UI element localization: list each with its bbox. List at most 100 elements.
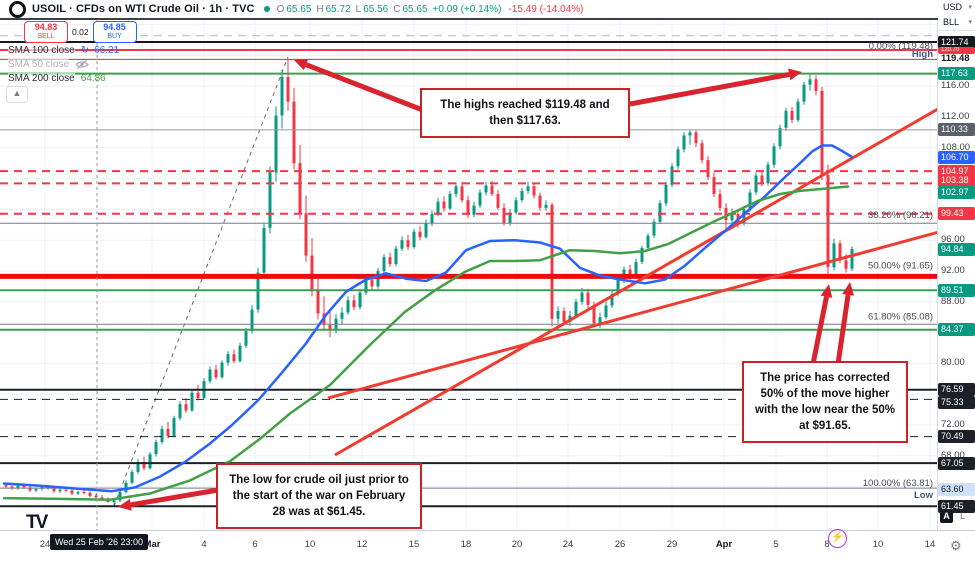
spread-value: 0.02 xyxy=(68,26,93,38)
buy-button[interactable]: 94.85 BUY xyxy=(92,21,137,43)
price-tick: 96.00 xyxy=(941,234,965,245)
price-badge: 103.38 xyxy=(938,174,975,187)
time-label: 18 xyxy=(460,539,472,550)
svg-text:61.80% (85.08): 61.80% (85.08) xyxy=(868,311,933,322)
price-badge: 89.51 xyxy=(938,284,975,297)
time-label: 26 xyxy=(614,539,626,550)
time-label: 10 xyxy=(304,539,316,550)
time-label: 20 xyxy=(511,539,523,550)
price-badge: 94.84 xyxy=(938,243,975,256)
price-tick: 108.00 xyxy=(941,142,971,153)
svg-text:High: High xyxy=(912,49,933,60)
unit-label: BLL xyxy=(943,17,960,27)
ohlc-high-value: 65.72 xyxy=(325,3,351,15)
market-status-icon xyxy=(263,6,270,12)
ohlc-open-value: 65.65 xyxy=(286,3,312,15)
sma50-label: SMA 50 close xyxy=(8,59,70,70)
price-badge: 102.97 xyxy=(938,186,975,199)
price-axis[interactable]: 116.00 112.00 108.00 96.00 92.00 88.00 80.00 72… xyxy=(938,0,975,530)
axis-scale-controls: A L xyxy=(940,510,965,523)
log-scale-button[interactable]: L xyxy=(960,511,966,522)
refresh-icon[interactable]: ↻ xyxy=(80,45,90,56)
price-tick: 116.00 xyxy=(941,80,970,91)
quick-trade-flash-icon[interactable]: ⚡ xyxy=(828,529,847,548)
price-tick: 92.00 xyxy=(941,265,965,276)
legend-row-sma200[interactable]: SMA 200 close 64.86 xyxy=(8,72,106,85)
price-badge: 117.63 xyxy=(938,67,975,80)
time-label: 8 xyxy=(824,539,830,550)
price-badge: 121.74 xyxy=(938,36,975,49)
price-badge: 84.37 xyxy=(938,323,975,336)
eye-hidden-icon[interactable] xyxy=(75,59,90,70)
symbol-title[interactable]: USOIL · CFDs on WTI Crude Oil · 1h · TVC xyxy=(32,3,255,15)
legend-row-sma100[interactable]: SMA 100 close ↻ 66.21 xyxy=(8,44,119,57)
annotation-war-low[interactable]: The low for crude oil just prior to the … xyxy=(216,463,422,530)
tradingview-logo[interactable]: TV xyxy=(26,512,48,533)
price-axis-header: USD ▾ BLL ▾ xyxy=(938,0,975,33)
sell-label: SELL xyxy=(37,33,55,40)
currency-selector[interactable]: USD ▾ xyxy=(938,0,975,15)
price-badge: 76.59 xyxy=(938,383,975,396)
broker-logo-icon xyxy=(9,0,26,18)
price-badge: 106.70 xyxy=(938,151,975,164)
svg-text:Low: Low xyxy=(914,490,934,501)
svg-text:50.00% (91.65): 50.00% (91.65) xyxy=(868,261,933,272)
chevron-down-icon: ▾ xyxy=(968,4,972,11)
price-tick: 68.00 xyxy=(941,450,965,461)
sma200-value: 64.86 xyxy=(80,73,106,84)
sma200-label: SMA 200 close xyxy=(8,73,75,84)
auto-scale-button[interactable]: A xyxy=(940,510,953,523)
price-tick: 88.00 xyxy=(941,296,965,307)
secondary-change-value: -15.49 (-14.04%) xyxy=(508,3,584,15)
ma-line xyxy=(2,144,854,493)
ohlc-open-label: O xyxy=(276,3,285,15)
sell-price: 94.83 xyxy=(34,22,58,32)
annotation-retracement[interactable]: The price has corrected 50% of the move … xyxy=(742,361,908,444)
price-tick: 80.00 xyxy=(941,357,965,368)
price-badge: 70.49 xyxy=(938,430,975,443)
ohlc-high-label: H xyxy=(316,3,324,15)
time-label: 4 xyxy=(201,539,207,550)
trade-panel: 94.83 SELL 0.02 94.85 BUY xyxy=(24,21,137,43)
ohlc-low-label: L xyxy=(355,3,362,15)
currency-label: USD xyxy=(943,2,963,12)
unit-selector[interactable]: BLL ▾ xyxy=(938,15,975,31)
gear-icon[interactable]: ⚙ xyxy=(950,538,962,553)
svg-text:100.00% (63.81): 100.00% (63.81) xyxy=(863,478,933,489)
ohlc-close-value: 65.65 xyxy=(402,3,428,15)
sma100-value: 66.21 xyxy=(94,45,120,56)
ohlc-close-label: C xyxy=(393,3,401,15)
price-badge: 110.33 xyxy=(938,123,975,136)
change-value: +0.09 (+0.14%) xyxy=(432,3,502,15)
legend-collapse-button[interactable]: ▲ xyxy=(6,86,28,103)
time-label: 5 xyxy=(773,539,779,550)
sell-button[interactable]: 94.83 SELL xyxy=(24,21,68,43)
price-badge: 120.70 xyxy=(938,47,975,54)
time-label: 14 xyxy=(924,539,936,550)
chart-toolbar: USOIL · CFDs on WTI Crude Oil · 1h · TVC… xyxy=(0,0,975,20)
price-badge: 63.60 xyxy=(938,483,975,496)
time-label: 24 xyxy=(562,539,574,550)
time-label: 15 xyxy=(408,539,420,550)
svg-text:0.00% (119.48): 0.00% (119.48) xyxy=(869,41,933,52)
price-badge: 67.05 xyxy=(938,457,975,470)
sma100-label: SMA 100 close xyxy=(8,45,75,56)
time-axis[interactable]: Wed 25 Feb '26 23:00 ⚙ 24 Mar 4 6 10 12 15 18 20… xyxy=(0,530,975,563)
price-label: 119.48 xyxy=(941,53,970,64)
price-badge: 75.33 xyxy=(938,396,975,409)
annotation-highs[interactable]: The highs reached $119.48 and then $117.… xyxy=(420,88,630,139)
crosshair-time-badge: Wed 25 Feb '26 23:00 xyxy=(50,534,148,550)
svg-text:38.20% (98.21): 38.20% (98.21) xyxy=(868,210,933,221)
price-tick: 112.00 xyxy=(941,111,970,122)
time-label: 6 xyxy=(252,539,258,550)
buy-price: 94.85 xyxy=(103,22,126,32)
buy-label: BUY xyxy=(107,33,122,40)
price-badge: 61.45 xyxy=(938,500,975,513)
chart-plot-area[interactable]: 0.00% (119.48) 38.20% (98.21) 50.00% (91.6… xyxy=(0,0,975,530)
price-tick: 72.00 xyxy=(941,419,965,430)
ohlc-low-value: 65.56 xyxy=(363,3,389,15)
time-label: 10 xyxy=(872,539,884,550)
legend-row-sma50[interactable]: SMA 50 close xyxy=(8,58,94,71)
price-badge: 99.43 xyxy=(938,207,975,220)
